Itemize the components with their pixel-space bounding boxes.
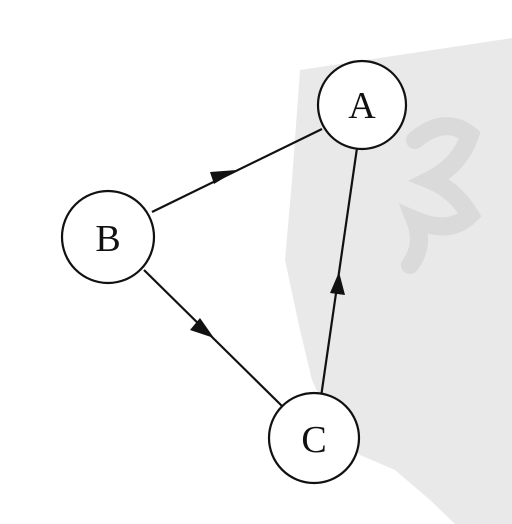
node-b-label: B [95, 218, 120, 260]
node-b: B [60, 189, 156, 285]
edge-b-to-a [151, 128, 323, 213]
node-c-label: C [301, 419, 326, 461]
edge-b-to-c [143, 269, 283, 407]
node-a: A [316, 59, 408, 151]
arrowhead-b-to-c [190, 318, 214, 338]
arrowhead-c-to-a [330, 272, 345, 295]
arrowhead-b-to-a [210, 170, 237, 184]
node-c: C [267, 391, 361, 485]
node-a-label: A [348, 85, 376, 127]
